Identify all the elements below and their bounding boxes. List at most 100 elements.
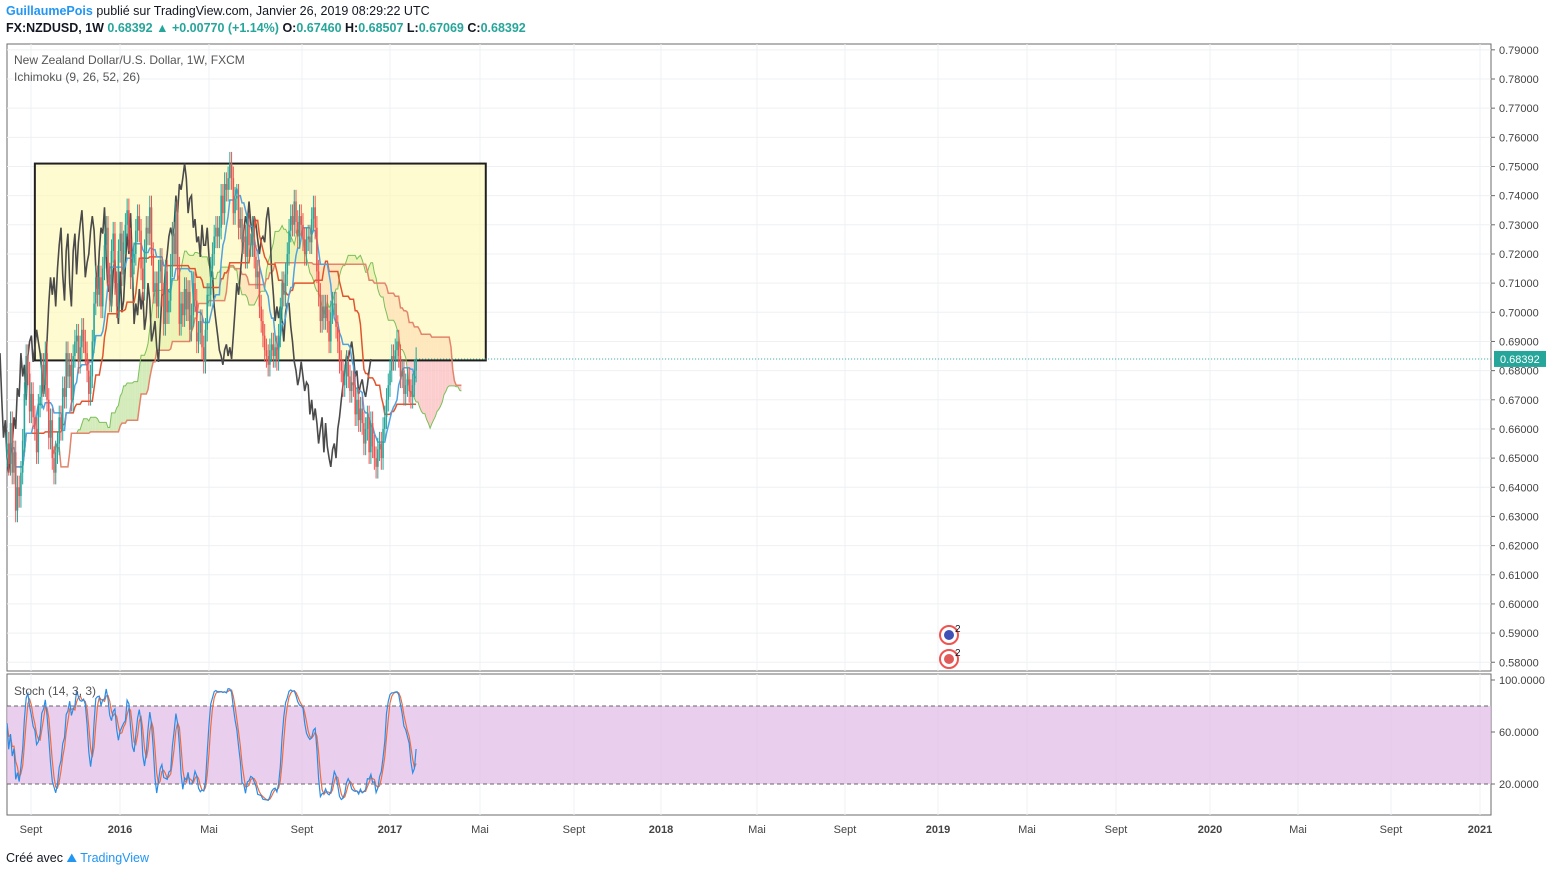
cloud-segment xyxy=(121,385,124,424)
range-rectangle[interactable] xyxy=(33,162,487,362)
candle-body xyxy=(342,370,344,386)
open-label: O: xyxy=(282,21,297,35)
last-price: 0.68392 xyxy=(107,21,153,35)
candle-body xyxy=(82,329,85,342)
y-tick-label: 0.62000 xyxy=(1499,541,1539,553)
candle-body xyxy=(187,291,189,310)
candle-body xyxy=(202,347,205,362)
candle-body xyxy=(13,452,15,473)
candle-body xyxy=(162,294,165,324)
candle-body xyxy=(258,271,261,307)
candle-body xyxy=(129,239,132,278)
ichimoku-lines xyxy=(0,163,1491,473)
candle-body xyxy=(314,207,316,228)
candle-body xyxy=(105,227,108,246)
candle-body xyxy=(242,236,245,243)
candle-body xyxy=(371,423,374,447)
x-tick-label: Sept xyxy=(563,824,586,836)
candle-body xyxy=(345,361,348,377)
candle-body xyxy=(380,443,383,459)
created-with-text: Créé avec xyxy=(6,851,63,865)
y-tick-label: 0.65000 xyxy=(1499,453,1539,465)
candle-body xyxy=(197,332,200,342)
event-badges[interactable]: 2 2 xyxy=(939,624,961,669)
candle-body xyxy=(410,391,412,397)
candle-body xyxy=(408,379,410,392)
candle-body xyxy=(270,344,273,351)
candle-body xyxy=(396,341,398,351)
candle-body xyxy=(284,274,287,295)
candle-body xyxy=(291,216,294,225)
cloud-segment xyxy=(104,422,107,432)
y-tick-label: 0.66000 xyxy=(1499,424,1539,436)
cloud-segment xyxy=(142,355,145,394)
candle-body xyxy=(101,268,104,307)
lagging-span-line xyxy=(0,163,372,473)
candle-body xyxy=(86,353,88,371)
candle-body xyxy=(364,428,367,444)
candle-body xyxy=(330,312,332,342)
x-tick-label: Sept xyxy=(20,824,43,836)
author-link[interactable]: GuillaumePois xyxy=(6,4,93,18)
candle-body xyxy=(234,198,236,214)
candle-body xyxy=(307,236,309,240)
y-tick-label: 0.73000 xyxy=(1499,220,1539,232)
candle-body xyxy=(305,239,308,254)
stoch-legend: Stoch (14, 3, 3) xyxy=(14,684,96,698)
candlesticks xyxy=(6,151,417,523)
tradingview-brand[interactable]: TradingView xyxy=(80,851,150,865)
candle-body xyxy=(336,326,339,342)
y-tick-label: 0.78000 xyxy=(1499,74,1539,86)
candle-body xyxy=(152,253,155,292)
candle-body xyxy=(377,449,379,467)
candle-body xyxy=(91,341,94,377)
candle-body xyxy=(281,283,283,310)
candle-body xyxy=(70,364,73,400)
candle-body xyxy=(112,233,115,252)
candle-body xyxy=(319,294,322,322)
candle-body xyxy=(237,195,240,228)
candle-body xyxy=(274,347,276,357)
candle-body xyxy=(20,472,22,497)
candle-body xyxy=(195,300,198,342)
candle-body xyxy=(310,218,313,243)
candle-body xyxy=(110,251,113,301)
candle-body xyxy=(392,356,395,359)
candle-body xyxy=(223,183,226,214)
y-tick-label: 0.72000 xyxy=(1499,249,1539,261)
stoch-tick-label: 60.0000 xyxy=(1499,727,1539,739)
tradingview-logo-icon[interactable]: ⛰ xyxy=(66,851,77,865)
stoch-tick-label: 100.0000 xyxy=(1499,675,1545,687)
candle-body xyxy=(11,423,14,473)
candle-body xyxy=(7,443,10,464)
candle-body xyxy=(30,393,33,412)
candle-body xyxy=(168,300,170,313)
candle-body xyxy=(216,227,219,237)
candle-body xyxy=(108,274,111,301)
candle-body xyxy=(135,230,137,254)
candle-body xyxy=(199,321,202,333)
candle-body xyxy=(23,393,26,441)
x-tick-label: Sept xyxy=(291,824,314,836)
x-tick-label: 2019 xyxy=(926,824,950,836)
low-label: L: xyxy=(406,21,419,35)
candle-body xyxy=(140,230,142,269)
candle-body xyxy=(161,259,163,295)
candle-body xyxy=(263,335,266,351)
symbol-header: FX:NZDUSD, 1W 0.68392 ▲ +0.00770 (+1.14%… xyxy=(6,21,526,35)
cloud-segment xyxy=(127,383,129,421)
candle-body xyxy=(357,399,360,421)
last-price-label: 0.68392 xyxy=(1500,354,1540,366)
candle-body xyxy=(25,356,27,394)
candle-body xyxy=(60,417,62,429)
candle-body xyxy=(148,207,151,234)
candle-body xyxy=(145,227,148,252)
candle-body xyxy=(289,216,292,231)
cloud-segment xyxy=(101,422,103,432)
candle-body xyxy=(359,408,362,421)
candle-body xyxy=(267,356,269,365)
nz-flag-icon xyxy=(944,630,954,640)
candle-body xyxy=(103,245,106,269)
candle-body xyxy=(117,251,120,307)
